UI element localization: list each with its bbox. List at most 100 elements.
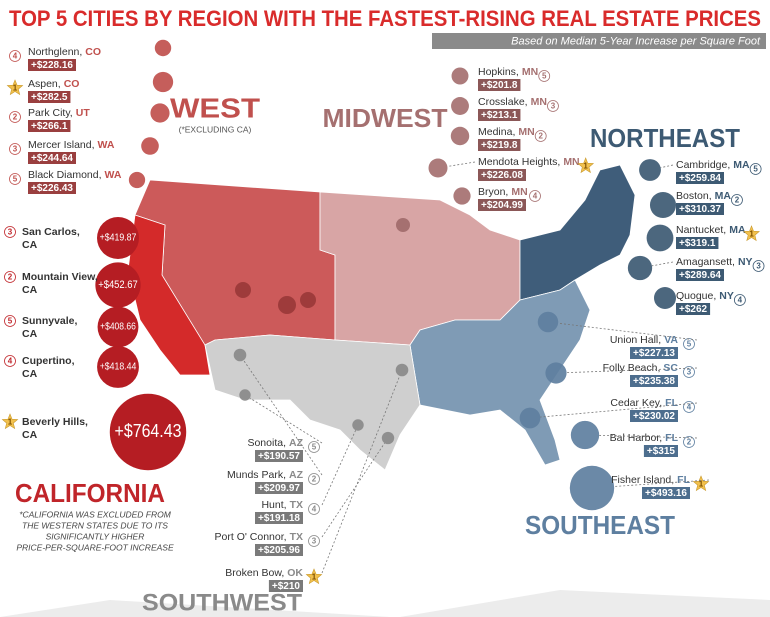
city-line: Cambridge, MA [676,159,750,171]
city-name: Cedar Key, [610,397,662,409]
state: CA [22,239,38,251]
city-line: Medina, MN [478,126,535,138]
state: MN [563,156,579,168]
value-label: +$226.08 [481,170,523,181]
value-box [478,109,521,121]
connector [651,261,674,267]
region-southwest [204,334,421,471]
state: FL [665,397,678,409]
value-bubble [428,158,448,178]
rank-badge [4,271,16,283]
value-box [255,544,303,556]
city: Beverly Hills,CA +$764.43 1 [1,393,187,471]
value-bubble [451,97,469,115]
city-name: Sunnyvale, [22,315,78,327]
city-name: Broken Bow, [225,567,284,579]
city-name: Medina, [478,126,515,138]
value-bubble [453,187,471,205]
city: Hopkins, MN +$201.8 5 [451,66,551,91]
rank-badge [308,441,320,453]
subtitle-bg [432,33,766,49]
rank-badge [749,163,762,175]
city: Cambridge, MA +$259.84 5 [639,159,762,184]
rank: 1 [13,84,18,93]
value-label: +$235.38 [633,376,675,387]
rank-badge [529,190,541,202]
state: TX [290,499,303,511]
backdrop [400,590,770,617]
title: TOP 5 CITIES BY REGION WITH THE FASTEST-… [9,6,761,31]
map-dot [235,282,251,298]
city-name: Union Hall, [610,334,661,346]
city: Crosslake, MN +$213.1 3 [451,96,559,121]
map-dot [300,292,316,308]
value-box [478,199,526,211]
city-line: Fisher Island, FL [611,474,690,486]
rank: 2 [8,273,13,282]
value-label: +$493.16 [645,488,687,499]
city-name: Nantucket, [676,224,726,236]
rank-badge [534,130,547,142]
value-label: +$201.8 [481,80,518,91]
state: MA [729,224,746,236]
city: Nantucket, MA +$319.1 1 [646,224,760,252]
map-dot [278,296,296,314]
region: CALIFORNIA*CALIFORNIA WAS EXCLUDED FROMT… [1,217,187,552]
map-dot [396,218,410,232]
city-name: Park City, [28,107,73,119]
value-label: +$315 [647,446,676,457]
rank-badge [9,143,21,155]
state: MN [522,66,538,78]
value-bubble [545,362,567,384]
city: Port O' Connor, TX+$205.963 [215,431,395,556]
city-line: Mercer Island, WA [28,139,115,151]
city: San Carlos,CA +$419.87 3 [4,217,139,259]
rank: 5 [687,340,692,349]
value-label: +$230.02 [633,411,675,422]
city: Mercer Island, WA +$244.64 3 [9,137,159,164]
value-label: +$210 [272,581,301,592]
value-box [642,487,690,499]
rank: 2 [13,113,18,122]
subtitle: Based on Median 5-Year Increase per Squa… [511,35,761,47]
state: MN [531,96,547,108]
rank-badge [9,111,21,123]
value-bubble [152,71,174,93]
city-name: Sonoita, [247,437,286,449]
region-northeast [519,164,636,301]
city-name: Munds Park, [227,469,286,481]
value-bubble [627,255,653,281]
city-line: Munds Park, AZ [227,469,304,481]
city: Cupertino,CA +$418.44 4 [4,346,139,388]
city: Folly Beach, SC +$235.38 3 [545,362,698,387]
city: Mendota Heights, MN +$226.08 1 [428,156,595,181]
city-name: Hunt, [261,499,286,511]
region-name: NORTHEAST [590,123,740,153]
city-line: Nantucket, MA [676,224,746,236]
value-box [28,182,76,194]
city-name: Bryon, [478,186,508,198]
value-bubble [381,431,395,445]
rank: 4 [8,357,13,366]
rank-star [305,568,323,585]
value-bubble [154,39,172,57]
value-box [28,91,71,103]
value-bubble [570,420,600,450]
value-label: +$204.99 [481,200,523,211]
rank: 4 [533,192,538,201]
city-line: Bryon, MN [478,186,528,198]
value-label: +$205.96 [258,545,300,556]
state: MA [733,159,750,171]
value-bubble [97,217,139,259]
state: CA [22,328,38,340]
rank-badge [308,473,320,485]
rank: 3 [8,228,13,237]
city: Black Diamond, WA +$226.43 5 [9,169,146,194]
city: Medina, MN+$219.82 [450,126,547,151]
rank: 4 [687,403,692,412]
rank: 1 [749,230,754,239]
city-line: Quogue, NY [676,290,734,302]
value-label: +$319.1 [679,238,716,249]
